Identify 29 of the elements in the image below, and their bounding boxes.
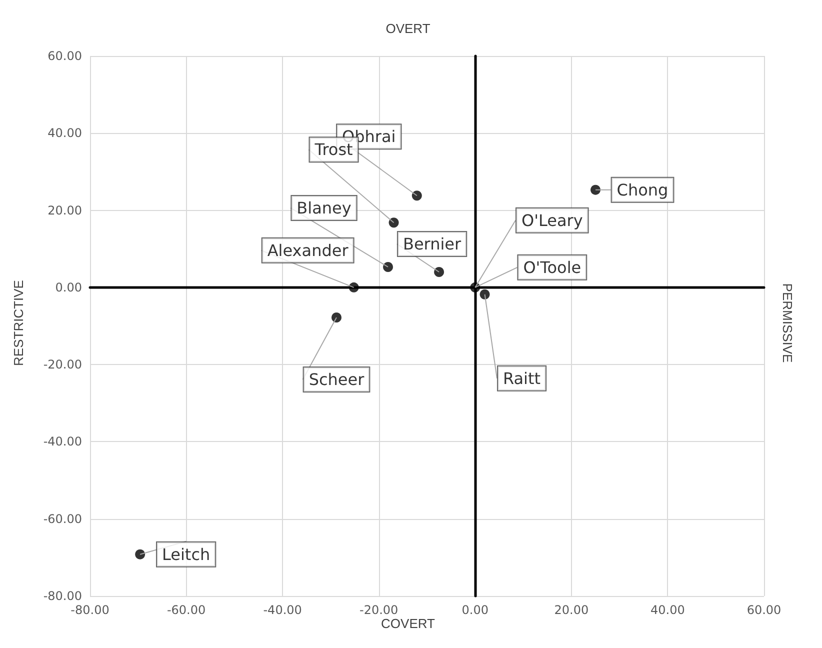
annotation: Blaney bbox=[296, 198, 352, 218]
text: RESTRICTIVE bbox=[11, 280, 26, 366]
annotation: Alexander bbox=[267, 240, 349, 260]
annotation: Raitt bbox=[502, 368, 541, 388]
x-tick-label: 60.00 bbox=[746, 603, 782, 617]
annotation: Bernier bbox=[402, 234, 462, 254]
y-tick-label: 20.00 bbox=[48, 203, 82, 218]
y-tick-label: 40.00 bbox=[48, 126, 82, 140]
y-tick-label: 60.00 bbox=[48, 49, 82, 63]
x-tick-label: 40.00 bbox=[650, 603, 685, 617]
x-tick-label: 20.00 bbox=[554, 603, 589, 617]
text: PERMISSIVE bbox=[780, 283, 795, 364]
annotation: Chong bbox=[616, 180, 668, 200]
y-tick-label: -20.00 bbox=[43, 358, 82, 372]
x-tick-label: -60.00 bbox=[166, 603, 206, 617]
x-tick-label: -80.00 bbox=[70, 603, 110, 617]
x-tick-label: -20.00 bbox=[360, 603, 398, 617]
y-tick-label: -60.00 bbox=[43, 512, 82, 526]
x-tick-label: 0.00 bbox=[462, 603, 488, 617]
text: OVERT bbox=[386, 21, 430, 36]
annotation: O'Leary bbox=[521, 210, 583, 230]
y-tick-label: -80.00 bbox=[43, 589, 82, 603]
y-tick-label: 0.00 bbox=[55, 280, 82, 294]
annotation: O'Toole bbox=[523, 258, 582, 277]
annotation: Leitch bbox=[162, 544, 210, 564]
x-tick-label: -40.00 bbox=[263, 603, 302, 617]
y-tick-label: -40.00 bbox=[43, 434, 82, 449]
annotation: Scheer bbox=[308, 370, 365, 390]
text: COVERT bbox=[381, 616, 436, 631]
